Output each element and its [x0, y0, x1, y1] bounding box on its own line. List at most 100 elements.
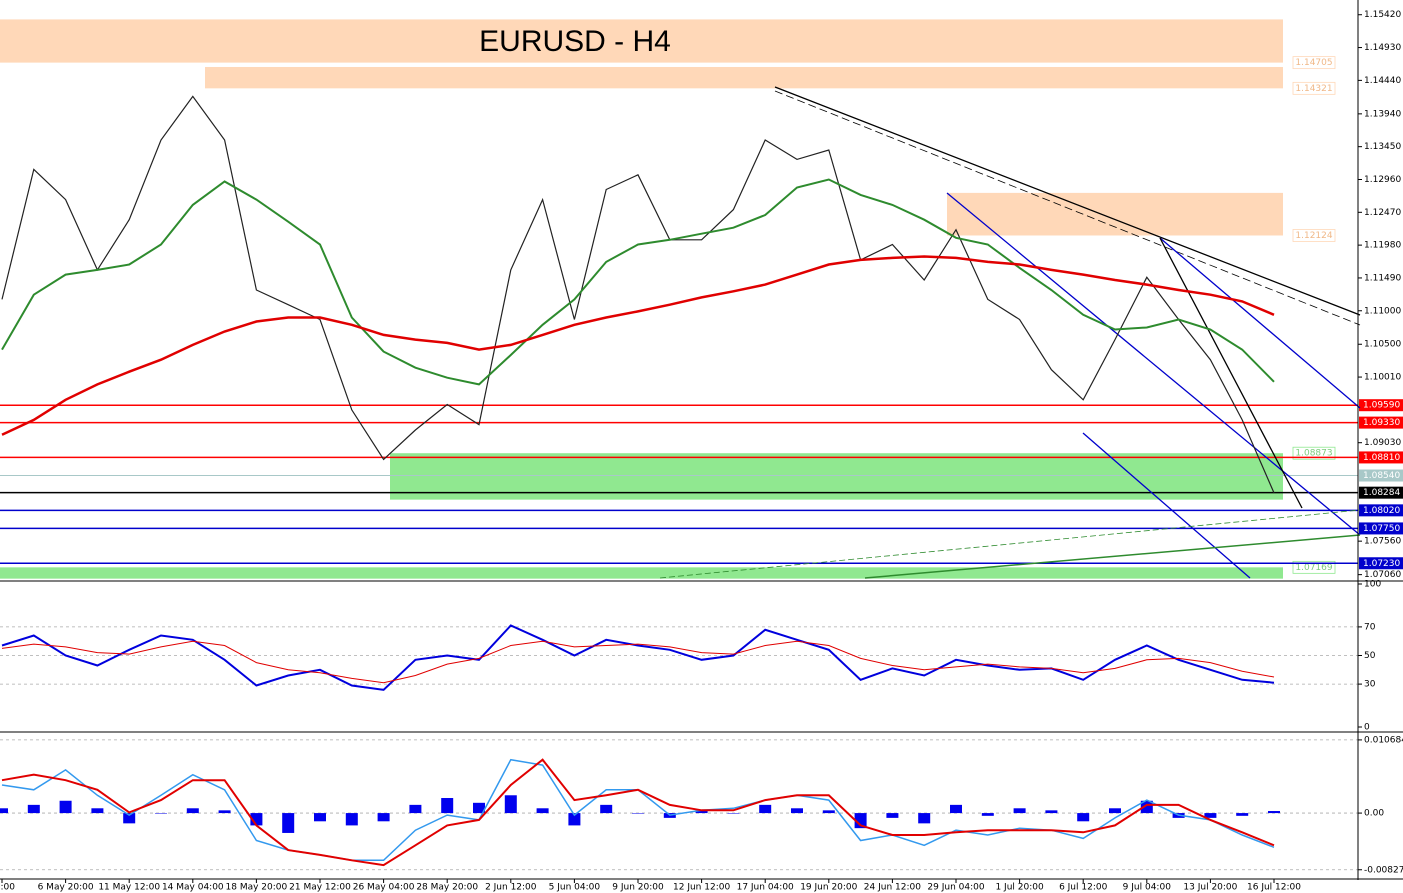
- zone-tag: 1.08873: [1295, 449, 1332, 459]
- y-tick-label: 1.13450: [1364, 142, 1401, 152]
- histogram-bar: [1140, 800, 1153, 814]
- y-tick-label: 1.11000: [1364, 306, 1401, 316]
- level-tag: 1.07230: [1363, 559, 1400, 569]
- y-tick-label: 1.15420: [1364, 10, 1401, 20]
- levels: 1.09590 1.09330 1.08810 1.08540 1.08284 1.080…: [0, 399, 1403, 570]
- y-tick-label: 0.00: [1364, 809, 1384, 819]
- y-tick-label: 50: [1364, 651, 1376, 661]
- zone-tag-box: [1292, 81, 1336, 95]
- histogram-bar: [0, 808, 8, 814]
- series-line: [1, 95, 1275, 494]
- y-tick-label: 1.13940: [1364, 109, 1401, 119]
- histogram-bar: [27, 804, 40, 814]
- x-tick-label: 04:00: [0, 883, 15, 893]
- zone-tag-box: [1292, 560, 1336, 574]
- trend-line: [774, 90, 1361, 326]
- level-tag-box: [1359, 416, 1403, 429]
- level-tag-box: [1359, 451, 1403, 464]
- level-tag: 1.09330: [1363, 418, 1400, 428]
- histogram-bar: [695, 810, 708, 814]
- histogram-bar: [409, 804, 422, 814]
- level-tag-box: [1359, 522, 1403, 535]
- zone-tag-box: [1292, 56, 1336, 70]
- zone-tag: 1.14705: [1295, 58, 1332, 68]
- y-tick-label: 1.10010: [1364, 373, 1401, 383]
- histogram-bar: [1268, 811, 1280, 814]
- y-tick-label: 1.11490: [1364, 273, 1401, 283]
- y-tick-label: 1.11980: [1364, 241, 1401, 251]
- zone: [390, 453, 1283, 500]
- y-tick-label: 1.14930: [1364, 43, 1401, 53]
- y-tick-label: 1.09030: [1364, 438, 1401, 448]
- series: [0, 95, 1280, 867]
- x-tick-label: 12 Jun 12:00: [673, 883, 730, 893]
- histogram-bar: [918, 813, 931, 824]
- y-tick-label: 100: [1364, 580, 1381, 590]
- x-tick-label: 19 Jun 20:00: [800, 883, 857, 893]
- histogram-bar: [59, 800, 72, 814]
- histogram-bar: [91, 808, 104, 814]
- histogram-bar: [981, 813, 994, 816]
- level-tag: 1.08284: [1363, 488, 1400, 498]
- histogram-bar: [1236, 813, 1249, 816]
- histogram-bar: [155, 813, 167, 814]
- zone-tag: 1.14321: [1295, 84, 1332, 94]
- level-tag: 1.09590: [1363, 401, 1400, 411]
- x-tick-label: 21 May 12:00: [289, 883, 351, 893]
- histogram-bar: [345, 813, 358, 826]
- histogram-bar: [759, 804, 772, 814]
- series-line: [1, 255, 1275, 436]
- zone: [205, 66, 1283, 89]
- histogram-bar: [536, 808, 549, 814]
- trend-line: [774, 86, 1361, 316]
- level-tag-box: [1359, 486, 1403, 499]
- level-tag: 1.07750: [1363, 524, 1400, 534]
- grid: [0, 626, 1358, 871]
- x-tick-label: 14 May 04:00: [162, 883, 224, 893]
- zone: [0, 19, 1283, 63]
- trend-line: [1159, 237, 1303, 509]
- level-tag: 1.08540: [1363, 471, 1400, 481]
- y-tick-label: 1.14440: [1364, 76, 1401, 86]
- histogram-bar: [1045, 810, 1058, 814]
- y-tick-label: 1.12960: [1364, 175, 1401, 185]
- y-tick-label: -0.008274: [1364, 865, 1403, 875]
- x-tick-label: 16 Jul 12:00: [1247, 883, 1301, 893]
- y-tick-label: 0.010684: [1364, 735, 1403, 745]
- histogram-bar: [377, 813, 390, 822]
- level-tag: 1.08020: [1363, 506, 1400, 516]
- histogram-bar: [568, 813, 581, 826]
- histogram-bar: [886, 813, 899, 818]
- histogram-bar: [1109, 808, 1121, 814]
- support-line: [864, 534, 1361, 579]
- zones: 1.14705 1.14321 1.12124 1.08873 1.07169: [0, 19, 1336, 579]
- zone: [947, 192, 1283, 236]
- zone-tag: 1.12124: [1295, 231, 1332, 241]
- histogram-bar: [314, 813, 326, 822]
- histogram-bar: [473, 802, 485, 814]
- series-line: [1, 758, 1275, 867]
- zone-tag: 1.07169: [1295, 563, 1332, 573]
- series-line: [1, 178, 1275, 386]
- channel-line: [1082, 432, 1251, 579]
- y-tick-label: 70: [1364, 622, 1376, 632]
- x-tick-label: 9 Jul 04:00: [1123, 883, 1172, 893]
- histogram-bar: [727, 813, 740, 814]
- x-tick-label: 13 Jul 20:00: [1183, 883, 1237, 893]
- trend-lines: [659, 86, 1361, 579]
- histogram-bar: [441, 798, 454, 814]
- y-tick-label: 30: [1364, 680, 1376, 690]
- zone-tag-box: [1292, 446, 1336, 460]
- histogram-bar: [1077, 813, 1090, 822]
- x-tick-label: 11 May 12:00: [98, 883, 160, 893]
- x-tick-label: 5 Jun 04:00: [549, 883, 601, 893]
- histogram-bar: [1013, 808, 1026, 814]
- x-tick-label: 24 Jun 12:00: [864, 883, 921, 893]
- y-tick-label: 1.10500: [1364, 340, 1401, 350]
- level-tag-box: [1359, 399, 1403, 412]
- y-tick-label: 1.07560: [1364, 537, 1401, 547]
- x-tick-label: 6 Jul 12:00: [1059, 883, 1108, 893]
- x-tick-label: 9 Jun 20:00: [612, 883, 664, 893]
